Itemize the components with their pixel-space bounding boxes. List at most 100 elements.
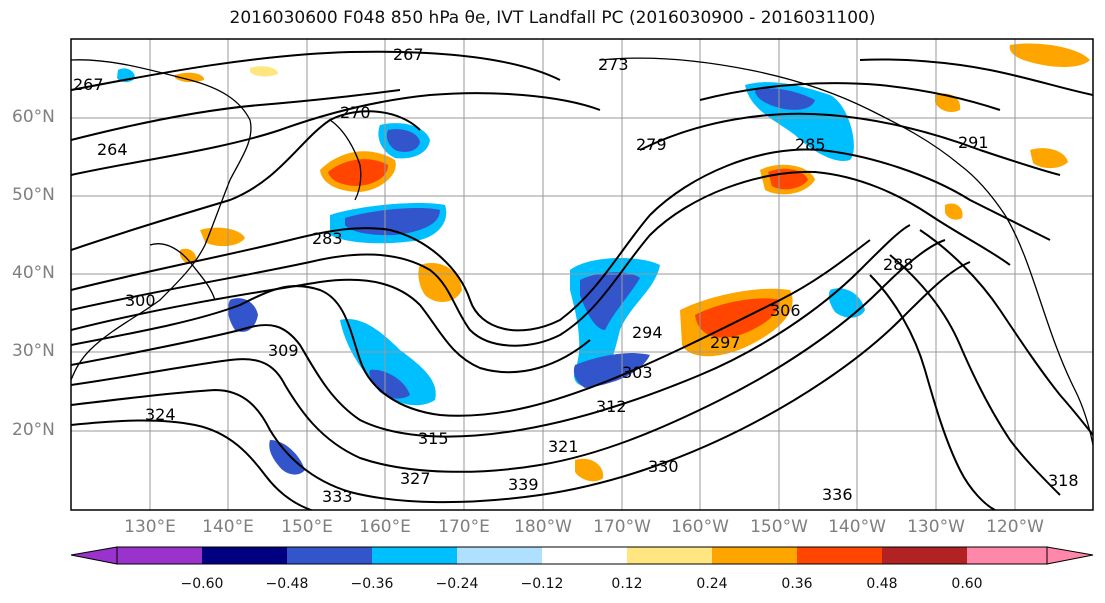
contour-line [869,274,996,510]
colorbar-tick-label: −0.48 [265,576,309,592]
colorbar-tick-label: 0.12 [611,576,643,592]
contour-label: 312 [596,397,627,416]
lat-label: 30°N [12,341,55,361]
coastlines [71,57,1093,446]
shade-blob [369,369,410,399]
colorbar-segment [457,547,542,564]
contour-line [71,419,315,510]
contour-label: 330 [648,457,679,476]
colorbar-segment [542,547,627,564]
contour-line [71,239,871,417]
lat-label: 40°N [12,263,55,283]
lon-label: 140°W [828,517,886,537]
lon-label: 130°W [907,517,965,537]
contour-label: 333 [322,487,353,506]
shade-blob [418,262,462,302]
shade-blob [755,88,815,110]
contour-label: 336 [822,485,853,504]
colorbar-frame [116,546,1048,565]
shade-blob [1030,148,1068,169]
map-title: 2016030600 F048 850 hPa θe, IVT Landfall… [229,8,876,28]
contour-line [71,92,601,176]
contour-line [71,239,946,473]
contour-label: 267 [73,75,104,94]
lon-label: 170°E [438,517,490,537]
contour-label: 270 [340,103,371,122]
shade-blob [695,298,780,338]
shade-blob [575,458,604,482]
contour-line [71,170,1011,347]
shade-blob [328,159,388,186]
colorbar-tick-label: 0.24 [696,576,728,592]
contour-line [71,224,911,438]
theta-e-contours [71,50,1093,510]
colorbar-segment [967,547,1047,564]
lon-label: 180°W [514,517,572,537]
lon-label: 160°E [359,517,411,537]
colorbar-tick-label: −0.12 [520,576,564,592]
lon-label: 150°E [281,517,333,537]
contour-label: 279 [636,135,667,154]
shade-blob [180,248,197,264]
colorbar-extend-low [70,546,118,565]
contour-label: 318 [1048,471,1079,490]
colorbar-tick-label: 0.48 [866,576,898,592]
contour-label: 324 [145,405,176,424]
contour-line [71,89,401,141]
lat-label: 50°N [12,185,55,205]
contour-labels: 267 264 267 270 273 279 283 285 288 291 … [73,45,1079,506]
contour-label: 297 [710,333,741,352]
shade-blob [386,129,420,152]
contour-line [71,110,421,251]
map-frame [70,38,1094,511]
colorbar [70,546,1094,565]
contour-label: 288 [883,255,914,274]
shade-blob [935,93,961,113]
shade-blob [250,66,278,77]
lon-label: 130°E [124,517,176,537]
graticule [71,39,1093,510]
contour-label: 285 [795,135,826,154]
shade-blob [945,203,963,220]
colorbar-tick-label: −0.36 [350,576,394,592]
contour-label: 327 [400,469,431,488]
colorbar-segment [202,547,287,564]
contour-line [71,261,971,504]
contour-label: 294 [632,323,663,342]
colorbar-tick-label: −0.60 [180,576,224,592]
contour-line [71,148,1051,332]
contour-line [71,50,561,91]
shade-blob [340,319,436,406]
shade-blob [269,440,305,475]
contour-label: 273 [598,55,629,74]
contour-line [71,278,591,374]
colorbar-segment [372,547,457,564]
contour-label: 306 [770,301,801,320]
shade-blob [175,72,205,83]
contour-label: 291 [958,133,989,152]
colorbar-extend-high [1046,546,1094,565]
colorbar-segment [882,547,967,564]
colorbar-segment [712,547,797,564]
lat-label: 20°N [12,420,55,440]
contour-label: 264 [97,140,128,159]
contour-label: 303 [622,363,653,382]
contour-line [889,254,1061,496]
coastline-namerica [1004,214,1093,446]
coastline-asia [71,59,252,381]
coastline-kamchatka [329,119,362,201]
colorbar-segment [627,547,712,564]
lon-label: 160°W [671,517,729,537]
lon-label: 170°W [593,517,651,537]
contour-line [639,112,1061,176]
contour-line [919,229,1093,436]
lon-label: 150°W [750,517,808,537]
coastline-alaska [599,57,1006,216]
contour-label: 300 [125,291,156,310]
contour-line [859,58,1093,96]
colorbar-segment [117,547,202,564]
shade-blob [1009,43,1090,67]
colorbar-segment [797,547,882,564]
colorbar-segment [287,547,372,564]
contour-label: 309 [268,341,299,360]
